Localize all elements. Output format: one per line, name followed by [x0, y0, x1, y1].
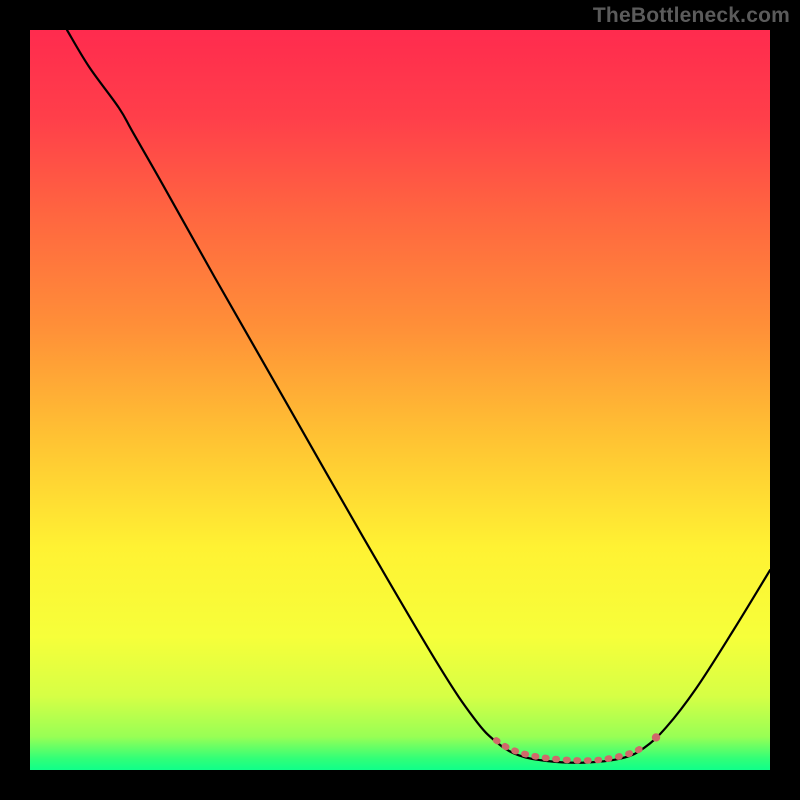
watermark-text: TheBottleneck.com [593, 4, 790, 28]
gradient-chart [30, 30, 770, 770]
plot-area [30, 30, 770, 770]
gradient-background [30, 30, 770, 770]
optimal-region-end-dot [652, 733, 660, 741]
chart-frame: TheBottleneck.com [0, 0, 800, 800]
